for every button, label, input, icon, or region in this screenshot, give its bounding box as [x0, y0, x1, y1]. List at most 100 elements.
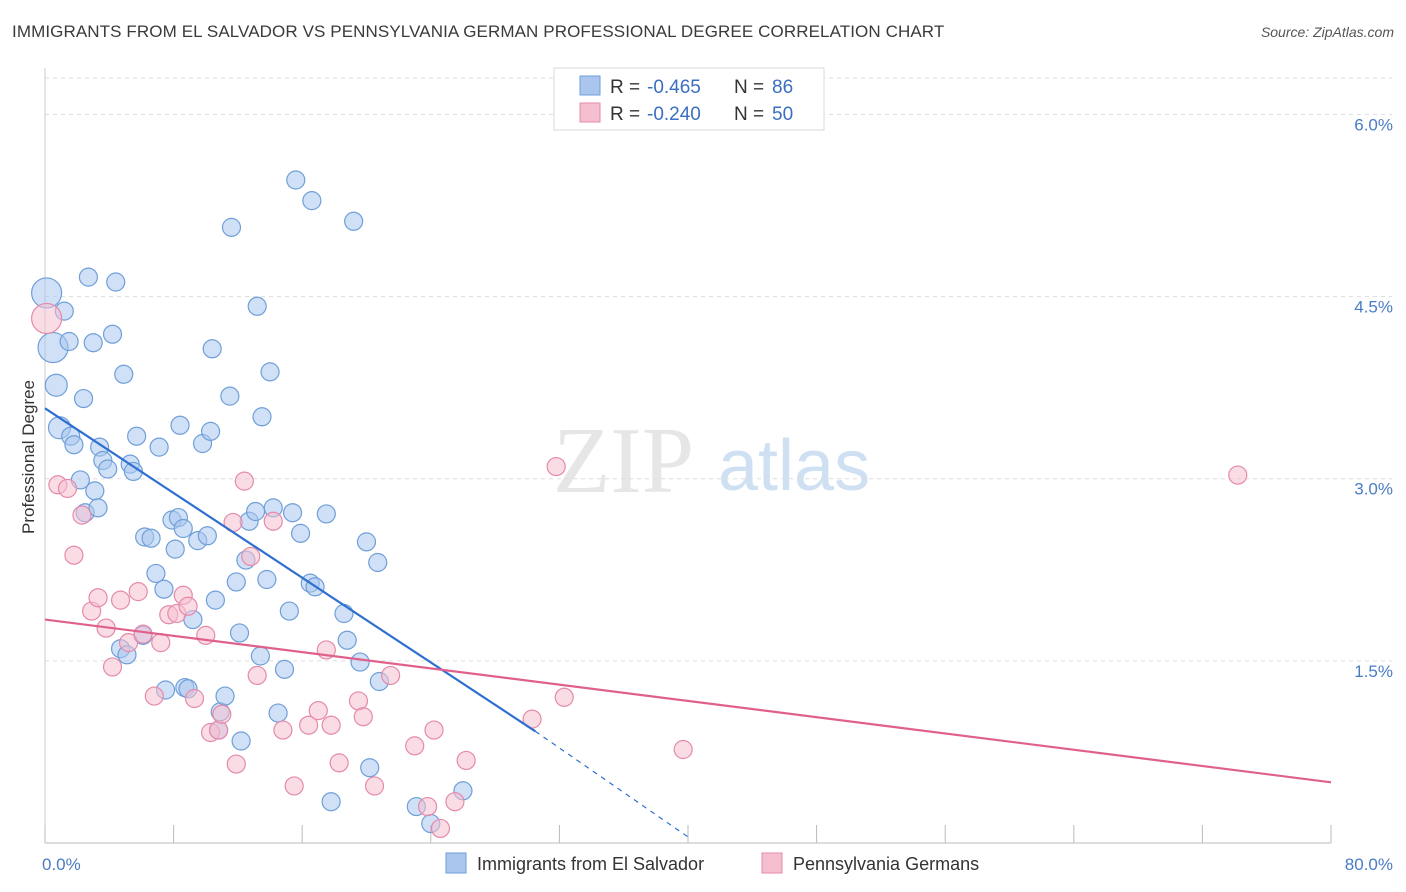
pa-german-point-12 — [133, 624, 153, 644]
trend-lines — [44, 407, 1332, 838]
pa-german-trend-line — [44, 618, 1332, 784]
pa-german-point-10 — [118, 633, 139, 653]
pa-german-point-4 — [72, 505, 92, 525]
el-salvador-point-53 — [229, 623, 250, 643]
y-tick-label-3: 6.0% — [1354, 115, 1393, 134]
el-salvador-point-30 — [149, 437, 169, 457]
el-salvador-point-46 — [205, 590, 225, 610]
legend-n-value-2: 50 — [772, 104, 793, 125]
pa-german-point-30 — [273, 720, 293, 740]
el-salvador-point-29 — [146, 563, 166, 584]
legend-swatch-blue — [579, 75, 601, 96]
pa-german-point-46 — [456, 750, 476, 771]
legend-r-value-2: -0.240 — [647, 104, 701, 125]
grid — [45, 77, 1392, 662]
pa-german-point-38 — [353, 707, 373, 727]
el-salvador-point-31 — [154, 579, 174, 599]
pa-german-point-2 — [57, 478, 78, 499]
pa-german-point-0 — [31, 302, 63, 335]
pa-german-point-22 — [209, 720, 229, 740]
el-salvador-point-59 — [250, 646, 271, 666]
legend-n-label-1: N = — [734, 77, 764, 98]
el-salvador-point-2 — [44, 373, 68, 397]
pa-german-point-32 — [299, 715, 319, 735]
el-salvador-point-44 — [200, 421, 221, 441]
pa-german-point-51 — [1228, 465, 1248, 485]
el-salvador-point-18 — [102, 324, 123, 344]
el-salvador-point-75 — [334, 603, 354, 624]
tick-labels: 1.5% 3.0% 4.5% 6.0% 0.0% 80.0% — [42, 115, 1393, 874]
el-salvador-point-78 — [350, 652, 370, 672]
el-salvador-point-60 — [252, 407, 272, 427]
el-salvador-point-51 — [221, 217, 242, 237]
source-label: Source: ZipAtlas.com — [1260, 24, 1394, 40]
el-salvador-point-12 — [83, 333, 103, 353]
legend-swatch-pink — [579, 102, 601, 123]
series-label-el-salvador: Immigrants from El Salvador — [477, 854, 704, 874]
watermark-atlas: atlas — [718, 426, 870, 506]
watermark-zip: ZIP — [553, 409, 694, 513]
pa-german-point-40 — [381, 665, 401, 686]
pa-german-point-44 — [430, 818, 451, 839]
axes — [44, 68, 1332, 844]
pa-german-point-29 — [263, 511, 283, 531]
el-salvador-point-77 — [344, 211, 364, 231]
el-salvador-point-7 — [64, 435, 84, 455]
el-salvador-trend-line — [44, 407, 536, 733]
el-salvador-point-25 — [127, 426, 147, 446]
el-salvador-point-73 — [316, 504, 336, 524]
pa-german-point-23 — [212, 704, 232, 724]
pa-german-point-35 — [321, 715, 341, 735]
el-salvador-point-62 — [260, 362, 280, 382]
el-salvador-point-68 — [286, 170, 306, 190]
pa-german-point-8 — [102, 657, 123, 677]
pa-german-point-11 — [128, 582, 148, 602]
el-salvador-point-36 — [170, 415, 190, 435]
el-salvador-point-45 — [202, 339, 222, 359]
pa-german-point-43 — [424, 720, 444, 740]
el-salvador-point-79 — [356, 532, 377, 552]
pa-german-point-39 — [364, 776, 385, 796]
legend-r-label-2: R = — [610, 104, 640, 125]
el-salvador-point-28 — [141, 528, 161, 548]
el-salvador-point-9 — [73, 388, 94, 409]
el-salvador-point-52 — [226, 572, 246, 592]
pa-german-point-49 — [554, 687, 574, 707]
pa-german-point-33 — [308, 701, 328, 721]
pa-german-point-36 — [329, 753, 349, 773]
y-axis-label: Professional Degree — [19, 380, 38, 534]
y-tick-label-2: 4.5% — [1354, 298, 1393, 317]
pa-german-point-25 — [226, 754, 246, 774]
pa-german-point-28 — [247, 665, 267, 686]
y-tick-label-1: 3.0% — [1354, 480, 1393, 499]
el-salvador-point-80 — [360, 758, 380, 778]
series-swatch-blue — [445, 852, 467, 874]
el-salvador-point-81 — [368, 552, 388, 573]
el-salvador-point-17 — [98, 459, 118, 479]
el-salvador-point-11 — [78, 267, 99, 287]
legend-r-value-1: -0.465 — [647, 77, 701, 98]
x-tick-label-1: 80.0% — [1345, 855, 1393, 874]
el-salvador-point-50 — [220, 386, 240, 406]
pa-german-point-18 — [178, 596, 198, 616]
series-swatch-pink — [761, 852, 783, 874]
el-salvador-point-37 — [173, 518, 193, 539]
y-tick-label-0: 1.5% — [1354, 662, 1393, 681]
el-salvador-point-57 — [245, 501, 266, 522]
el-salvador-point-71 — [302, 191, 322, 211]
pa-german-point-37 — [348, 691, 369, 711]
el-salvador-point-74 — [321, 792, 341, 812]
pa-german-point-48 — [546, 456, 566, 477]
pa-german-point-50 — [673, 739, 693, 760]
legend-n-label-2: N = — [734, 104, 764, 125]
pa-german-point-41 — [405, 736, 425, 756]
el-salvador-point-34 — [165, 539, 185, 559]
pa-german-point-6 — [88, 588, 108, 608]
el-salvador-point-5 — [59, 331, 79, 352]
el-salvador-point-54 — [231, 731, 251, 751]
el-salvador-point-43 — [197, 526, 217, 546]
pa-german-point-14 — [151, 633, 171, 653]
el-salvador-point-67 — [282, 503, 303, 523]
legend-r-label-1: R = — [610, 77, 640, 98]
